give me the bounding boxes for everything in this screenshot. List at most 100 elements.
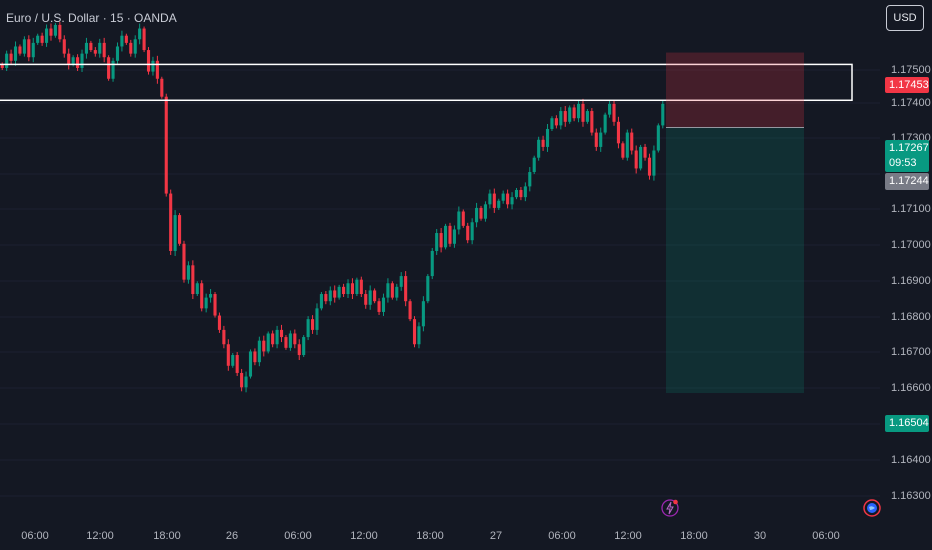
candle-body bbox=[235, 355, 239, 373]
price-tick: 1.16700 bbox=[891, 346, 931, 358]
candle-body bbox=[217, 315, 222, 330]
time-tick: 27 bbox=[489, 530, 503, 542]
time-tick: 12:00 bbox=[86, 530, 114, 542]
candle-body bbox=[177, 215, 182, 244]
candle-body bbox=[222, 329, 226, 345]
candle-body bbox=[80, 53, 84, 68]
candle-body bbox=[324, 294, 328, 302]
take-profit-zone[interactable] bbox=[666, 127, 804, 394]
candle-body bbox=[421, 301, 425, 327]
price-tick: 1.16300 bbox=[891, 490, 931, 502]
candle-body bbox=[328, 290, 332, 302]
candle-body bbox=[452, 229, 456, 244]
candle-body bbox=[408, 301, 412, 320]
time-tick: 06:00 bbox=[284, 530, 312, 542]
candle-body bbox=[244, 376, 248, 388]
candle-body bbox=[439, 233, 443, 248]
candle-body bbox=[661, 103, 665, 126]
candle-body bbox=[390, 283, 394, 298]
candle-body bbox=[616, 121, 621, 144]
candle-body bbox=[253, 351, 257, 363]
take-profit-price-badge: 1.16504 bbox=[885, 415, 929, 432]
candle-body bbox=[213, 294, 217, 316]
candle-body bbox=[319, 294, 323, 309]
candle-body bbox=[13, 46, 18, 61]
candle-body bbox=[297, 344, 301, 356]
candle-body bbox=[359, 279, 363, 295]
stop-loss-zone[interactable] bbox=[666, 52, 804, 128]
candle-body bbox=[537, 139, 541, 158]
resistance-zone-box[interactable] bbox=[0, 63, 853, 102]
candle-body bbox=[62, 39, 66, 54]
lightning-alert-icon[interactable] bbox=[660, 498, 680, 518]
candle-body bbox=[93, 50, 97, 54]
candle-body bbox=[266, 333, 270, 352]
candle-body bbox=[634, 150, 638, 169]
candle-body bbox=[608, 103, 612, 115]
bar-countdown: 09:53 bbox=[889, 157, 917, 169]
candle-body bbox=[630, 132, 634, 151]
candle-body bbox=[581, 103, 585, 122]
candle-body bbox=[550, 118, 554, 129]
candle-body bbox=[9, 53, 13, 61]
time-axis[interactable]: 06:00 12:00 18:00 26 06:00 12:00 18:00 2… bbox=[0, 520, 880, 550]
candle-body bbox=[625, 132, 629, 158]
candle-body bbox=[519, 189, 523, 198]
candle-body bbox=[31, 42, 35, 58]
candle-body bbox=[36, 35, 40, 43]
price-axis[interactable]: 1.17500 1.17400 1.17300 1.17100 1.17000 … bbox=[880, 0, 932, 520]
candle-body bbox=[284, 337, 288, 348]
candle-body bbox=[182, 243, 186, 280]
candle-body bbox=[364, 294, 368, 305]
candle-body bbox=[381, 297, 386, 312]
candle-body bbox=[399, 276, 403, 287]
currency-button[interactable]: USD bbox=[886, 5, 924, 31]
candle-body bbox=[279, 329, 284, 338]
candle-body bbox=[466, 225, 470, 241]
candle-body bbox=[240, 372, 244, 388]
candle-body bbox=[160, 78, 164, 97]
candle-body bbox=[475, 207, 479, 223]
candle-body bbox=[523, 186, 527, 198]
candle-body bbox=[404, 276, 408, 302]
globe-events-icon[interactable] bbox=[862, 498, 882, 518]
candle-body bbox=[590, 111, 594, 133]
candle-body bbox=[506, 193, 510, 205]
candle-body bbox=[612, 103, 616, 122]
candle-body bbox=[554, 118, 558, 126]
price-tick: 1.17500 bbox=[891, 64, 931, 76]
candle-body bbox=[594, 132, 598, 147]
candle-body bbox=[563, 111, 567, 122]
time-tick: 12:00 bbox=[614, 530, 642, 542]
candle-body bbox=[306, 319, 310, 338]
candle-body bbox=[18, 46, 22, 54]
candle-body bbox=[67, 53, 71, 65]
candle-body bbox=[89, 42, 93, 51]
candle-body bbox=[585, 111, 589, 122]
candle-body bbox=[368, 290, 372, 305]
candle-body bbox=[417, 326, 421, 345]
candle-body bbox=[483, 204, 488, 219]
candle-body bbox=[124, 35, 128, 43]
candle-body bbox=[395, 286, 399, 298]
candle-body bbox=[412, 319, 417, 345]
symbol-title[interactable]: Euro / U.S. Dollar · 15 · OANDA bbox=[6, 11, 177, 25]
price-tick: 1.17400 bbox=[891, 97, 931, 109]
time-tick: 26 bbox=[225, 530, 239, 542]
candle-body bbox=[652, 150, 656, 176]
candle-body bbox=[572, 107, 576, 119]
candle-body bbox=[111, 60, 115, 79]
candle-body bbox=[129, 42, 133, 54]
candle-body bbox=[115, 46, 120, 61]
candle-body bbox=[142, 28, 146, 51]
candle-body bbox=[647, 157, 652, 176]
candle-body bbox=[0, 64, 4, 68]
candle-body bbox=[355, 279, 359, 295]
candle-body bbox=[514, 189, 519, 198]
price-tick: 1.17100 bbox=[891, 203, 931, 215]
candle-body bbox=[373, 290, 377, 302]
candle-body bbox=[151, 60, 155, 72]
candle-body bbox=[457, 211, 461, 230]
price-tick: 1.16800 bbox=[891, 311, 931, 323]
price-chart[interactable] bbox=[0, 0, 880, 520]
